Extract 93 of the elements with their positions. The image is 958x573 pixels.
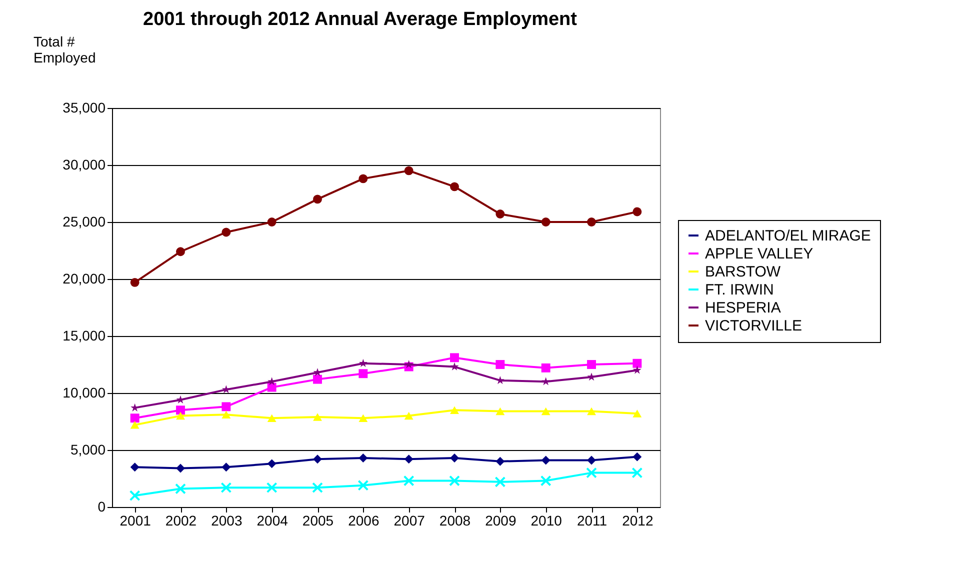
legend-label: APPLE VALLEY [705,246,814,262]
x-tick-label: 2003 [211,512,242,528]
point [313,374,322,384]
point [129,490,140,502]
point [404,412,414,420]
point [130,421,140,429]
point [267,414,276,422]
point [541,456,550,465]
point [632,358,642,368]
point [220,482,232,494]
point [358,480,369,491]
point [450,362,459,370]
x-tick-label: 2010 [530,512,562,528]
point [540,475,552,486]
y-tick-label: 15,000 [62,328,106,344]
point [358,414,368,422]
point [358,174,368,184]
point [632,366,642,374]
x-tick-label: 2002 [165,512,197,528]
point [358,358,368,367]
point [176,247,185,256]
x-tick-label: 2007 [394,512,426,528]
point [541,363,550,372]
point [267,382,276,392]
point [541,407,550,416]
point [632,410,642,418]
point [587,456,596,465]
point [450,182,459,192]
point [222,385,230,394]
point [632,467,643,478]
x-tick-label: 2011 [576,512,608,528]
point [222,402,231,412]
point [358,454,368,462]
point [587,360,596,369]
point [541,218,550,226]
point [542,377,550,386]
x-tick-label: 2006 [348,512,380,528]
point [267,218,276,226]
point [632,452,642,462]
point [494,476,506,488]
point [130,278,140,287]
point [130,462,140,472]
y-tick-label: 10,000 [62,384,106,400]
y-tick-label: 25,000 [62,214,106,230]
x-tick-label: 2001 [120,512,152,528]
x-tick-label: 2012 [622,512,654,528]
point [496,456,505,466]
point [313,413,322,421]
legend-label: VICTORVILLE [705,318,802,334]
point [450,454,459,462]
chart-title: 2001 through 2012 Annual Average Employment [143,9,578,30]
y-tick-label: 20,000 [62,270,106,286]
point [266,482,278,494]
point [404,454,414,464]
point [496,360,505,369]
point [176,406,185,415]
point [496,407,505,416]
point [313,454,322,464]
point [267,459,276,468]
point [450,353,459,362]
point [176,412,185,420]
point [222,410,231,419]
point [587,218,596,226]
point [130,414,140,423]
x-tick-label: 2009 [485,512,516,528]
x-tick-label: 2005 [302,512,334,528]
point [404,166,414,176]
point [222,228,231,237]
legend-label: BARSTOW [705,264,782,280]
point [312,482,323,494]
point [587,407,596,416]
point [404,360,414,368]
point [450,406,459,414]
x-tick-label: 2008 [439,512,471,528]
point [313,194,322,204]
point [358,369,368,378]
point [449,475,460,486]
y-tick-label: 5,000 [70,442,106,458]
point [176,464,185,473]
point [403,475,414,486]
y-tick-label: 0 [98,498,106,514]
point [175,483,186,494]
y-tick-label: 35,000 [62,100,106,116]
point [222,462,231,472]
point [632,207,642,216]
y-tick-label: 30,000 [62,156,106,172]
x-tick-label: 2004 [256,512,288,528]
legend-label: ADELANTO/EL MIRAGE [705,228,871,244]
y-axis-title: Total # Employed [34,34,96,66]
point [496,210,505,218]
legend-label: HESPERIA [705,300,781,316]
legend-label: FT. IRWIN [705,282,774,298]
point [586,467,597,478]
